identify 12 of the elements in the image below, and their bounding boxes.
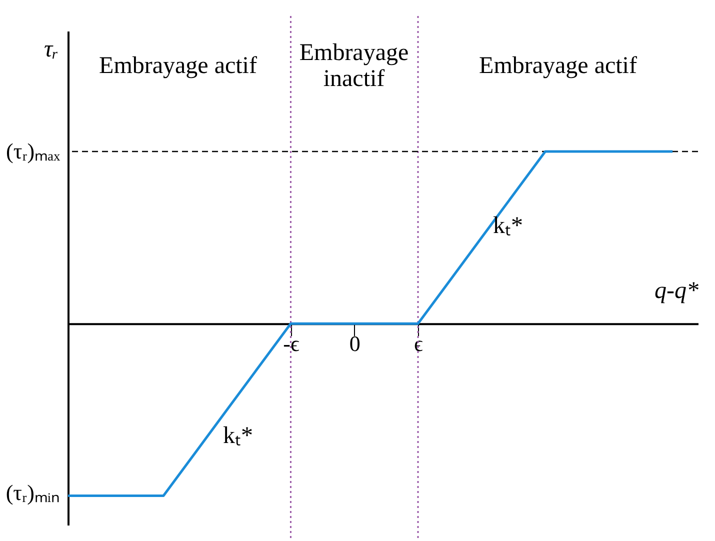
- text: Embrayage actif: [479, 53, 637, 79]
- annotation: kₜ*: [493, 213, 523, 239]
- text: Embrayage actif: [99, 53, 257, 79]
- ref-line-label: (τᵣ)ₘₐₓ: [6, 138, 61, 164]
- x-tick-label: 0: [349, 331, 360, 356]
- annotation: kₜ*: [223, 423, 253, 449]
- x-tick-label: ϵ: [414, 331, 424, 356]
- text: Embrayage inactif: [299, 40, 409, 92]
- x-tick-label: -ϵ: [283, 331, 300, 356]
- text: (τᵣ)ₘᵢₙ: [6, 480, 60, 505]
- y-axis-title: τᵣ: [44, 36, 58, 62]
- x-axis-title: q-q*: [654, 278, 698, 304]
